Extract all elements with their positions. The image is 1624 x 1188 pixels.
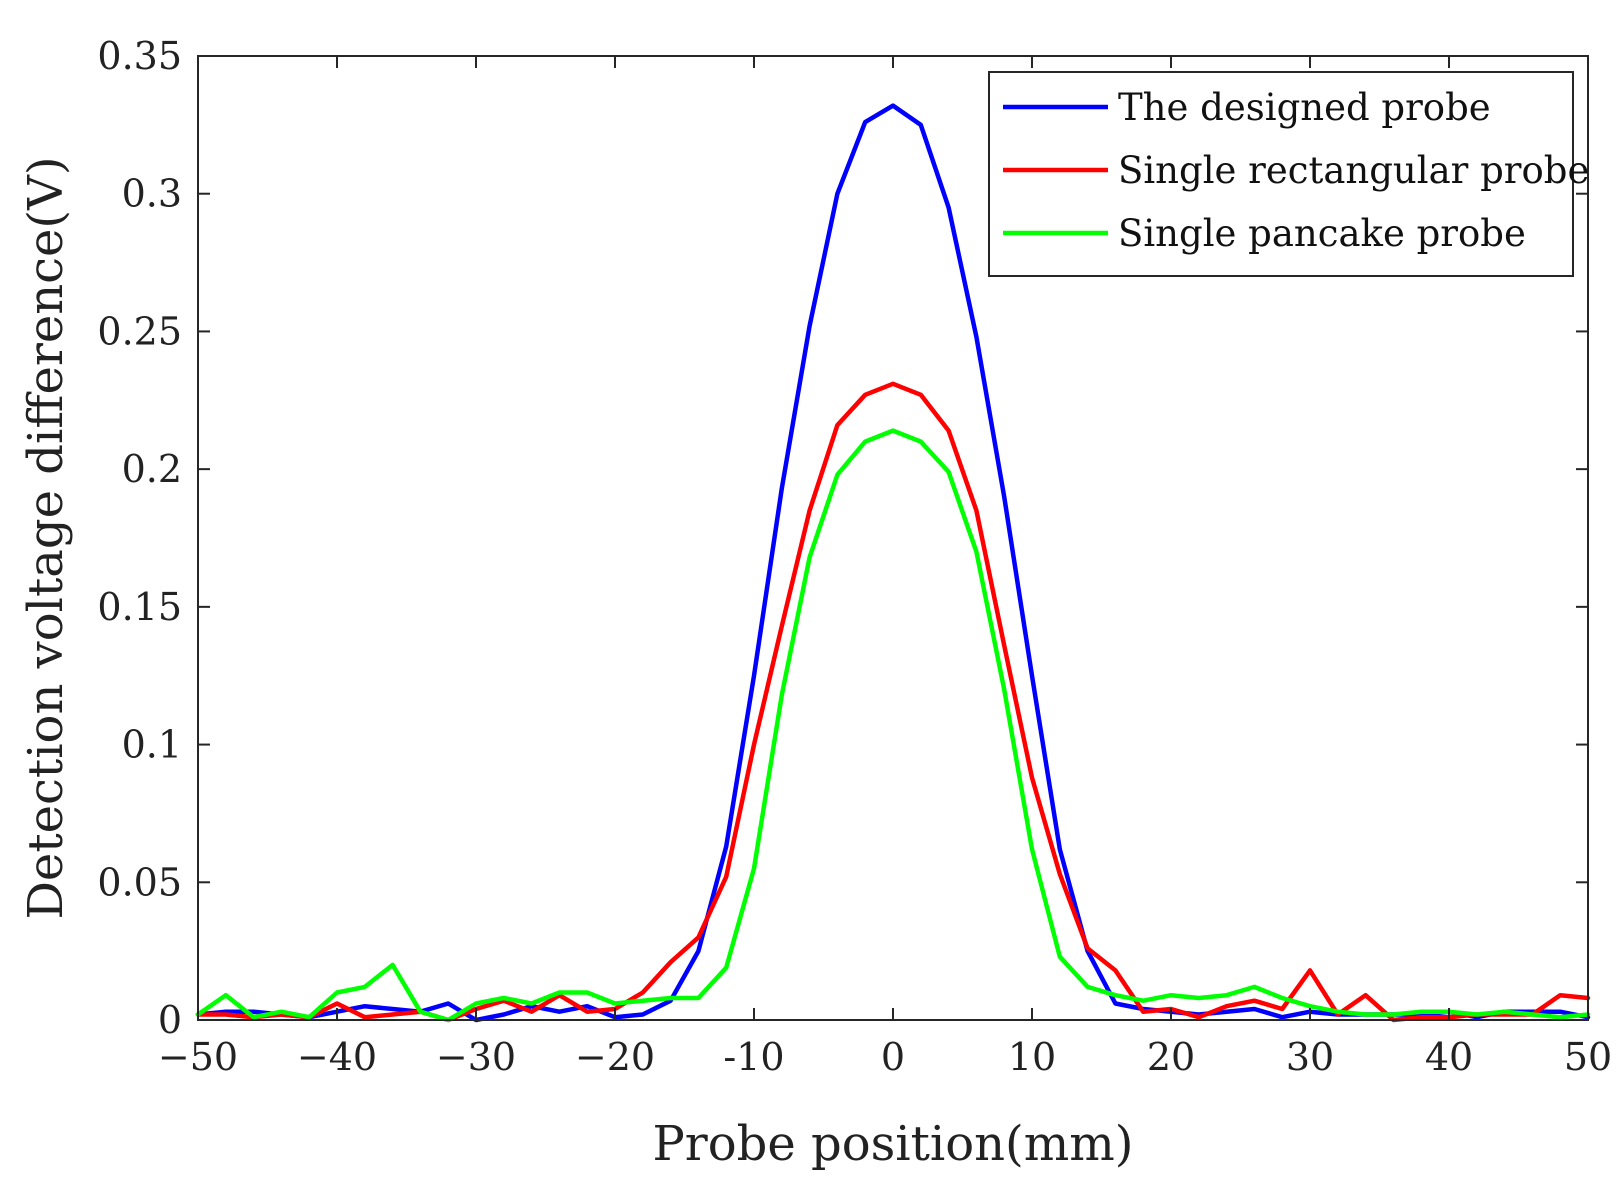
y-tick-label: 0.3: [122, 172, 182, 216]
y-tick-label: 0.05: [97, 860, 182, 904]
legend-label-1: The designed probe: [1118, 86, 1491, 129]
x-tick-label: 10: [1008, 1035, 1056, 1079]
y-axis-title: Detection voltage difference(V): [18, 156, 74, 919]
x-tick-label: 30: [1286, 1035, 1334, 1079]
y-tick-label: 0.35: [97, 34, 182, 78]
ticks-layer: −50 −40 −30 −20 -10 0 10 20 30 40 50 0 0.05 0.1 0.15 0.…: [97, 34, 1612, 1079]
series-layer: [195, 103, 1591, 1023]
x-tick-label: 40: [1425, 1035, 1473, 1079]
x-tick-label: 20: [1147, 1035, 1195, 1079]
x-tick-label: 50: [1564, 1035, 1612, 1079]
x-axis-title: Probe position(mm): [652, 1116, 1133, 1172]
legend-label-3: Single pancake probe: [1118, 212, 1526, 255]
x-tick-label: −30: [436, 1035, 516, 1079]
x-tick-label: −20: [575, 1035, 655, 1079]
y-tick-label: 0.15: [97, 585, 182, 629]
legend: The designed probe Single rectangular pro…: [988, 71, 1589, 277]
y-tick-label: 0: [158, 998, 182, 1042]
legend-label-2: Single rectangular probe: [1118, 149, 1589, 192]
series-line-3: [195, 428, 1591, 1023]
y-tick-label: 0.2: [122, 447, 182, 491]
x-tick-label: −50: [158, 1035, 238, 1079]
x-tick-label: 0: [881, 1035, 905, 1079]
y-tick-label: 0.1: [122, 723, 182, 767]
x-tick-label: −40: [297, 1035, 377, 1079]
y-tick-label: 0.25: [97, 309, 182, 353]
x-tick-label: -10: [723, 1035, 784, 1079]
